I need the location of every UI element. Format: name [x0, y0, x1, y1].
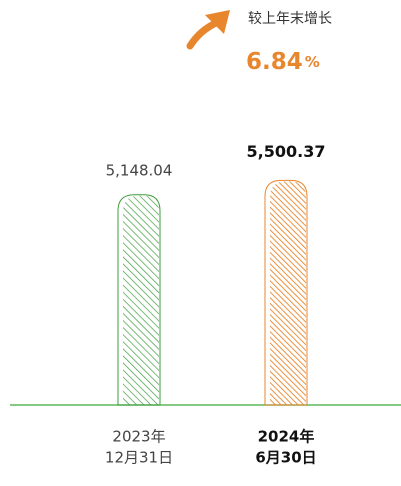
- growth-unit: %: [305, 53, 320, 71]
- bar-hatch: [123, 195, 159, 405]
- value-label: 5,148.04: [106, 161, 173, 179]
- growth-arrow: [186, 10, 230, 50]
- annotation-label: 较上年末增长: [248, 11, 332, 27]
- annotation-value: 6.84%: [246, 49, 320, 75]
- bar-hatch: [270, 181, 306, 405]
- x-tick-label: 2024年: [258, 428, 315, 446]
- bar-outline: [264, 179, 308, 406]
- bar: [264, 179, 308, 406]
- bar: [117, 194, 161, 406]
- x-tick-label: 12月31日: [105, 449, 173, 467]
- x-tick-label: 6月30日: [255, 449, 316, 467]
- value-label: 5,500.37: [247, 142, 326, 161]
- bar-outline: [117, 194, 161, 406]
- x-tick-label: 2023年: [112, 428, 165, 446]
- growth-number: 6.84: [246, 49, 303, 75]
